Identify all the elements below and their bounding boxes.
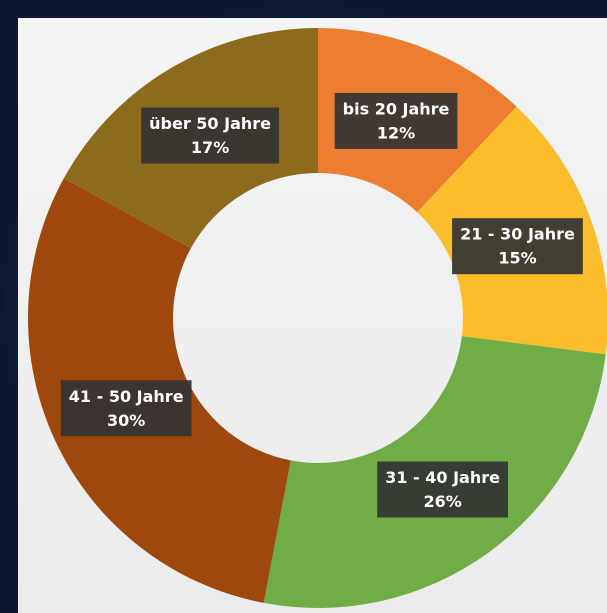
label-value: 30% [107, 411, 145, 430]
data-label: 31 - 40 Jahre 26% [377, 462, 508, 518]
chart: bis 20 Jahre 12% 21 - 30 Jahre 15% 31 - 40 J… [0, 0, 607, 613]
label-value: 17% [191, 138, 229, 157]
data-label: 21 - 30 Jahre 15% [452, 218, 583, 274]
label-name: über 50 Jahre [149, 114, 271, 133]
data-label: 41 - 50 Jahre 30% [61, 380, 192, 436]
label-value: 26% [423, 492, 461, 511]
label-name: 31 - 40 Jahre [385, 468, 500, 487]
data-label: über 50 Jahre 17% [141, 108, 279, 164]
page: {"chart_data": {"type": "donut", "catego… [0, 0, 607, 613]
label-value: 15% [498, 249, 536, 268]
label-name: bis 20 Jahre [343, 99, 450, 118]
label-name: 21 - 30 Jahre [460, 225, 575, 244]
label-value: 12% [377, 123, 415, 142]
data-label: bis 20 Jahre 12% [335, 93, 458, 149]
label-name: 41 - 50 Jahre [69, 387, 184, 406]
